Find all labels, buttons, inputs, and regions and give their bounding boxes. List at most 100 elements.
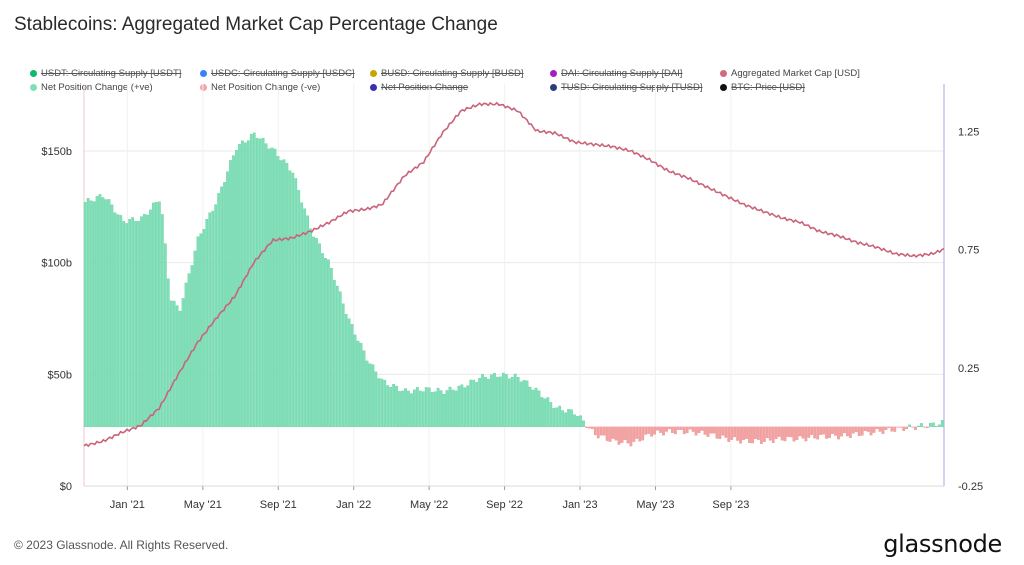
- legend-item[interactable]: Net Position Change (-ve): [200, 82, 320, 93]
- net-position-bar-positive: [371, 364, 375, 428]
- net-position-bar-positive: [401, 390, 404, 428]
- net-position-bar-positive: [267, 148, 271, 428]
- net-position-bar-positive: [155, 202, 158, 428]
- net-position-bar-positive: [442, 393, 446, 428]
- net-position-bar-positive: [383, 379, 387, 428]
- net-position-bar-negative: [709, 426, 713, 434]
- net-position-bar-positive: [279, 160, 283, 428]
- y-right-tick-label: 0.25: [958, 363, 979, 375]
- net-position-bar-positive: [398, 391, 401, 428]
- net-position-bar-negative: [786, 426, 790, 437]
- net-position-bar-negative: [694, 426, 698, 436]
- net-position-bar-negative: [650, 426, 653, 437]
- net-position-bar-positive: [137, 221, 140, 428]
- legend-dot-icon: [30, 84, 37, 91]
- net-position-bar-positive: [528, 386, 532, 428]
- net-position-bar-positive: [552, 408, 556, 428]
- net-position-bar-positive: [460, 384, 464, 428]
- chart-title: Stablecoins: Aggregated Market Cap Perce…: [14, 14, 498, 35]
- net-position-bar-negative: [602, 426, 606, 436]
- net-position-bar-positive: [493, 373, 496, 428]
- net-position-bar-positive: [104, 199, 108, 428]
- net-position-bar-negative: [593, 426, 597, 436]
- legend-dot-icon: [370, 70, 377, 77]
- net-position-bar-positive: [908, 424, 911, 428]
- net-position-bar-positive: [380, 378, 384, 428]
- net-position-bar-positive: [415, 387, 419, 428]
- net-position-bar-positive: [457, 385, 461, 428]
- net-position-bar-positive: [475, 382, 479, 428]
- legend-dot-icon: [30, 70, 37, 77]
- legend-item[interactable]: BUSD: Circulating Supply [BUSD]: [370, 68, 524, 79]
- legend-label: BUSD: Circulating Supply [BUSD]: [381, 68, 524, 79]
- net-position-bar-positive: [478, 378, 481, 428]
- legend-dot-icon: [200, 70, 207, 77]
- net-position-bar-positive: [211, 210, 215, 428]
- net-position-bar-negative: [656, 426, 659, 431]
- legend-item[interactable]: DAI: Circulating Supply [DAI]: [550, 68, 682, 79]
- net-position-bar-positive: [427, 387, 431, 428]
- net-position-bar-negative: [691, 426, 695, 432]
- legend-item[interactable]: TUSD: Circulating Supply [TUSD]: [550, 82, 702, 93]
- net-position-bar-positive: [472, 379, 476, 428]
- legend-item[interactable]: USDT: Circulating Supply [USDT]: [30, 68, 181, 79]
- net-position-bar-positive: [347, 318, 351, 428]
- net-position-bar-negative: [831, 426, 834, 434]
- net-position-bar-negative: [807, 426, 811, 438]
- net-position-bar-negative: [819, 426, 823, 435]
- net-position-bar-positive: [374, 371, 378, 428]
- net-position-bar-positive: [163, 243, 167, 428]
- net-position-bar-positive: [318, 243, 321, 428]
- net-position-bar-positive: [169, 300, 173, 428]
- legend-item[interactable]: Aggregated Market Cap [USD]: [720, 68, 860, 79]
- net-position-bar-negative: [614, 426, 618, 441]
- net-position-bar-negative: [715, 426, 719, 439]
- net-position-bar-negative: [703, 426, 707, 435]
- net-position-bar-positive: [208, 212, 212, 428]
- net-position-bar-positive: [98, 194, 102, 428]
- legend-item[interactable]: Net Position Change: [370, 82, 468, 93]
- net-position-bar-positive: [362, 350, 366, 428]
- net-position-bar-negative: [804, 426, 808, 442]
- legend-item[interactable]: BTC: Price [USD]: [720, 82, 805, 93]
- net-position-bar-negative: [923, 426, 926, 428]
- net-position-bar-positive: [484, 376, 487, 428]
- net-position-bar-positive: [934, 426, 938, 428]
- legend-item[interactable]: Net Position Change (+ve): [30, 82, 153, 93]
- net-position-bar-positive: [184, 282, 188, 428]
- x-tick-label: May '22: [410, 499, 448, 511]
- net-position-bar-positive: [445, 390, 449, 428]
- net-position-bar-negative: [700, 426, 704, 431]
- net-position-bar-positive: [140, 216, 143, 428]
- net-position-bar-negative: [679, 426, 683, 430]
- net-position-bar-positive: [561, 410, 565, 428]
- net-position-bar-negative: [635, 426, 639, 439]
- net-position-bar-positive: [152, 202, 155, 428]
- net-position-bar-positive: [579, 415, 582, 428]
- net-position-bar-positive: [220, 186, 223, 428]
- net-position-bar-negative: [881, 426, 885, 434]
- legend-label: Net Position Change (+ve): [41, 82, 153, 93]
- net-position-bar-positive: [285, 163, 289, 428]
- net-position-bar-positive: [92, 201, 96, 428]
- net-position-bar-negative: [730, 426, 734, 440]
- net-position-bar-positive: [564, 412, 567, 428]
- legend-item[interactable]: USDC: Circulating Supply [USDC]: [200, 68, 355, 79]
- net-position-bar-negative: [662, 426, 665, 436]
- net-position-bar-negative: [712, 426, 716, 434]
- legend-dot-icon: [550, 70, 557, 77]
- net-position-bar-negative: [697, 426, 701, 433]
- net-position-bar-negative: [599, 426, 603, 436]
- net-position-bar-positive: [143, 214, 146, 428]
- net-position-bar-positive: [181, 298, 185, 428]
- net-position-bar-negative: [682, 426, 686, 435]
- net-position-bar-positive: [335, 285, 339, 428]
- net-position-bar-positive: [525, 380, 529, 428]
- net-position-bar-negative: [878, 426, 882, 432]
- net-position-bar-positive: [487, 378, 490, 428]
- net-position-bar-negative: [845, 426, 849, 437]
- net-position-bar-positive: [223, 182, 226, 428]
- net-position-bar-negative: [611, 426, 615, 439]
- net-position-bar-positive: [546, 397, 550, 428]
